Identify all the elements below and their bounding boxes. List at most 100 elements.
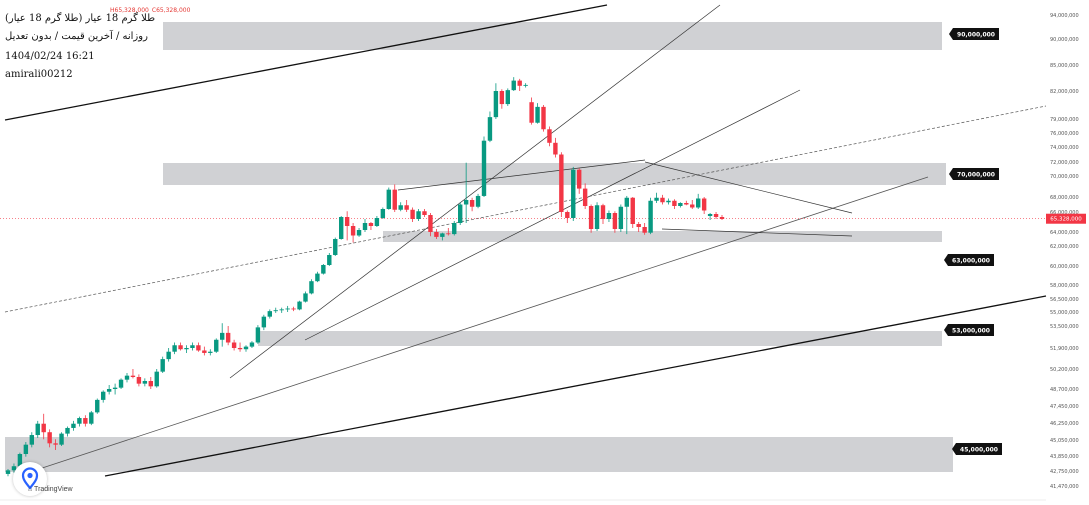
y-tick-label: 47,450,000 xyxy=(1050,404,1079,410)
candle-body xyxy=(582,188,588,206)
trend-line xyxy=(661,228,853,237)
y-tick-label: 51,900,000 xyxy=(1050,346,1079,352)
candle-body xyxy=(422,211,427,215)
candle-body xyxy=(624,197,629,207)
candle-body xyxy=(190,345,195,348)
candle-body xyxy=(660,197,665,203)
y-tick-label: 68,000,000 xyxy=(1050,195,1079,201)
candle-body xyxy=(184,348,189,350)
candle-body xyxy=(535,106,540,123)
y-tick-label: 41,470,000 xyxy=(1050,484,1079,490)
chart-subtitle: روزانه / آخرین قیمت / بدون تعدیل xyxy=(5,31,148,42)
trend-line xyxy=(229,4,721,379)
trend-line xyxy=(397,159,646,191)
zone-label-bg xyxy=(952,443,1002,455)
candle-body xyxy=(23,444,29,454)
candle-body xyxy=(458,204,463,223)
y-tick-label: 60,000,000 xyxy=(1050,264,1079,270)
candle-body xyxy=(416,211,421,219)
trend-line xyxy=(29,176,929,473)
candle-body xyxy=(553,142,558,155)
support-zone xyxy=(383,231,942,242)
candle-body xyxy=(547,129,552,143)
y-tick-label: 46,250,000 xyxy=(1050,421,1079,427)
candle-body xyxy=(469,200,475,207)
candle-body xyxy=(59,433,64,445)
ohlc-readout: H65,328,000 C65,328,000 xyxy=(110,7,193,14)
candle-body xyxy=(618,206,624,229)
y-tick-label: 58,000,000 xyxy=(1050,283,1079,289)
candle-body xyxy=(648,200,653,233)
tradingview-badge[interactable] xyxy=(13,462,47,496)
candle-body xyxy=(475,195,481,207)
candle-body xyxy=(594,205,600,229)
candle-body xyxy=(249,342,255,347)
candle-body xyxy=(11,466,17,471)
y-tick-label: 90,000,000 xyxy=(1050,37,1079,43)
candle-body xyxy=(463,200,469,205)
candle-body xyxy=(303,293,308,302)
candle-body xyxy=(142,381,148,384)
candle-body xyxy=(154,371,159,387)
y-tick-label: 43,850,000 xyxy=(1050,454,1079,460)
candle-body xyxy=(410,209,415,219)
candle-body xyxy=(208,351,213,353)
candle-body xyxy=(701,198,707,211)
zone-label: 63,000,000 xyxy=(952,258,990,265)
zone-label: 45,000,000 xyxy=(960,447,998,454)
zone-label: 70,000,000 xyxy=(957,172,995,179)
candle-body xyxy=(5,470,11,474)
candle-body xyxy=(577,169,582,189)
candle-body xyxy=(95,399,100,413)
candle-body xyxy=(309,281,314,294)
chart-title: طلا گرم 18 عیار (طلا گرم 18 عیار) xyxy=(5,13,156,24)
candle-body xyxy=(642,227,647,233)
candle-body xyxy=(690,204,695,208)
ohlc-high: H65,328,000 xyxy=(110,7,149,14)
y-tick-label: 72,000,000 xyxy=(1050,160,1079,166)
candle-body xyxy=(196,345,201,351)
last-price-tag xyxy=(1046,213,1086,224)
candle-body xyxy=(77,418,82,424)
candle-body xyxy=(285,308,290,310)
candle-body xyxy=(225,332,231,343)
candle-body xyxy=(541,106,546,130)
last-price-label: 65,328,000 xyxy=(1050,217,1082,223)
y-tick-label: 62,000,000 xyxy=(1050,244,1079,250)
support-zone xyxy=(163,163,946,185)
candle-body xyxy=(261,316,267,328)
candle-body xyxy=(588,206,594,229)
candle-body xyxy=(523,84,528,86)
candle-body xyxy=(386,189,391,209)
candle-body xyxy=(434,232,439,237)
candle-body xyxy=(428,215,433,232)
support-zone xyxy=(163,22,942,50)
trend-line xyxy=(304,89,801,341)
zone-label-bg xyxy=(944,324,994,336)
candle-body xyxy=(118,379,124,388)
y-tick-label: 79,000,000 xyxy=(1050,117,1079,123)
candle-body xyxy=(273,310,278,312)
tradingview-logo[interactable]: ⌂ TradingView xyxy=(28,486,73,493)
candle-body xyxy=(571,169,576,218)
candle-body xyxy=(374,218,380,226)
trend-line xyxy=(4,105,1047,313)
candle-body xyxy=(172,345,177,352)
zone-label: 53,000,000 xyxy=(952,328,990,335)
y-tick-label: 85,000,000 xyxy=(1050,63,1079,69)
candle-body xyxy=(380,209,386,218)
candle-body xyxy=(315,273,320,282)
candle-body xyxy=(499,91,505,105)
candle-body xyxy=(517,80,522,86)
candle-body xyxy=(148,381,153,387)
candle-body xyxy=(160,359,165,372)
candle-body xyxy=(368,223,374,226)
trend-line xyxy=(4,4,608,121)
candle-body xyxy=(684,203,689,205)
ohlc-close: C65,328,000 xyxy=(151,7,191,14)
candle-body xyxy=(71,423,76,428)
candle-body xyxy=(356,230,362,236)
candle-body xyxy=(237,348,243,350)
y-tick-label: 64,000,000 xyxy=(1050,230,1079,236)
